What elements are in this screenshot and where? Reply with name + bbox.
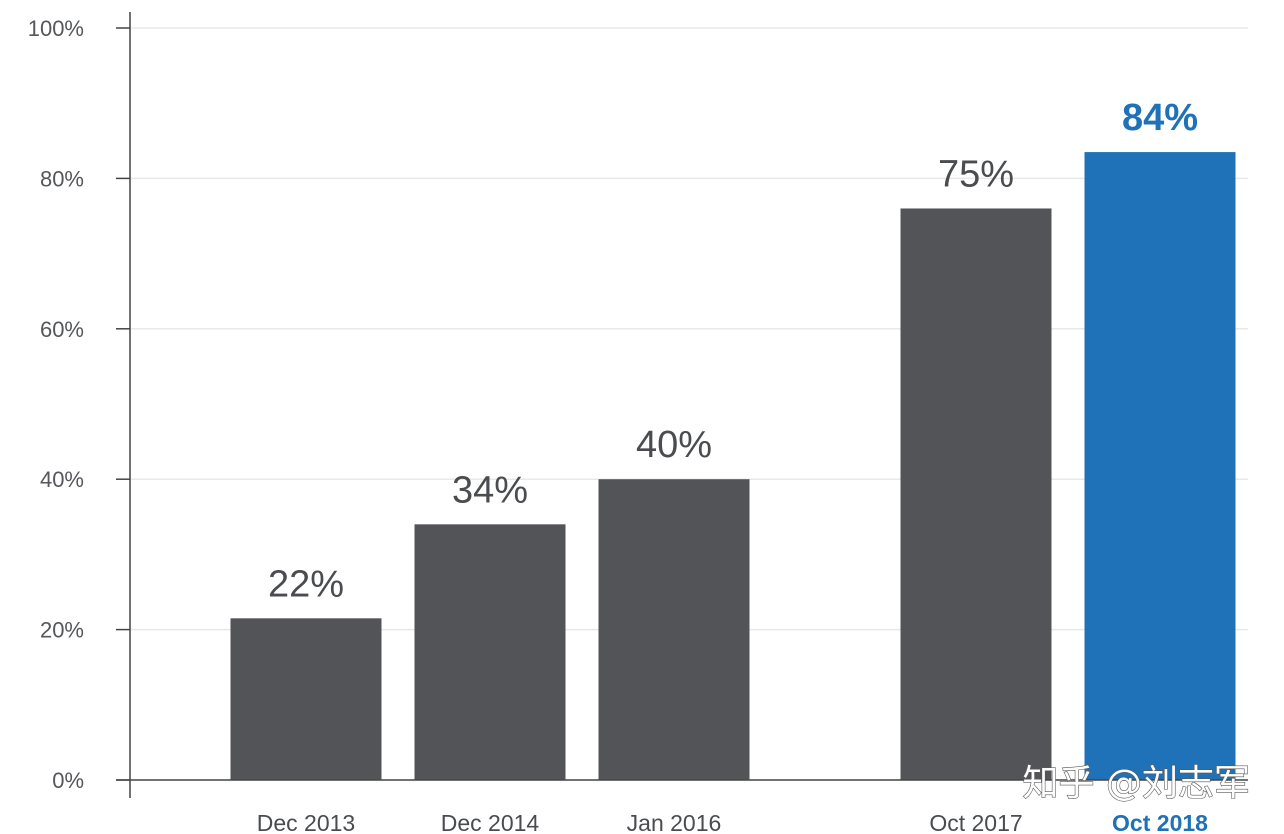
data-label: 34% bbox=[452, 469, 528, 511]
data-label: 75% bbox=[938, 153, 1014, 195]
y-tick-label: 40% bbox=[40, 467, 84, 492]
watermark-text: 知乎 @刘志军 bbox=[1023, 763, 1250, 804]
x-tick-labels: Dec 2013 Dec 2014 Jan 2016 Oct 2017 Oct 2018 bbox=[257, 810, 1208, 834]
bar-dec-2014 bbox=[414, 524, 566, 780]
x-tick-label: Oct 2018 bbox=[1112, 810, 1208, 834]
data-label: 84% bbox=[1122, 97, 1198, 139]
data-label: 40% bbox=[636, 424, 712, 466]
y-tick-labels: 0% 20% 40% 60% 80% 100% bbox=[28, 16, 84, 793]
data-label: 22% bbox=[268, 563, 344, 605]
x-tick-label: Dec 2013 bbox=[257, 810, 355, 834]
x-tick-label: Jan 2016 bbox=[627, 810, 722, 834]
bar-dec-2013 bbox=[230, 618, 382, 780]
bar-jan-2016 bbox=[598, 479, 750, 780]
y-tick-label: 20% bbox=[40, 618, 84, 643]
bar-oct-2017 bbox=[900, 208, 1052, 781]
axes bbox=[116, 12, 1248, 798]
x-tick-label: Dec 2014 bbox=[441, 810, 540, 834]
data-labels: 22% 34% 40% 75% 84% bbox=[268, 97, 1198, 605]
bar-oct-2018 bbox=[1084, 152, 1236, 780]
y-tick-label: 60% bbox=[40, 317, 84, 342]
y-tick-label: 100% bbox=[28, 16, 84, 41]
y-tick-label: 0% bbox=[52, 768, 84, 793]
bars bbox=[230, 152, 1236, 781]
y-tick-label: 80% bbox=[40, 166, 84, 191]
x-tick-label: Oct 2017 bbox=[929, 810, 1022, 834]
